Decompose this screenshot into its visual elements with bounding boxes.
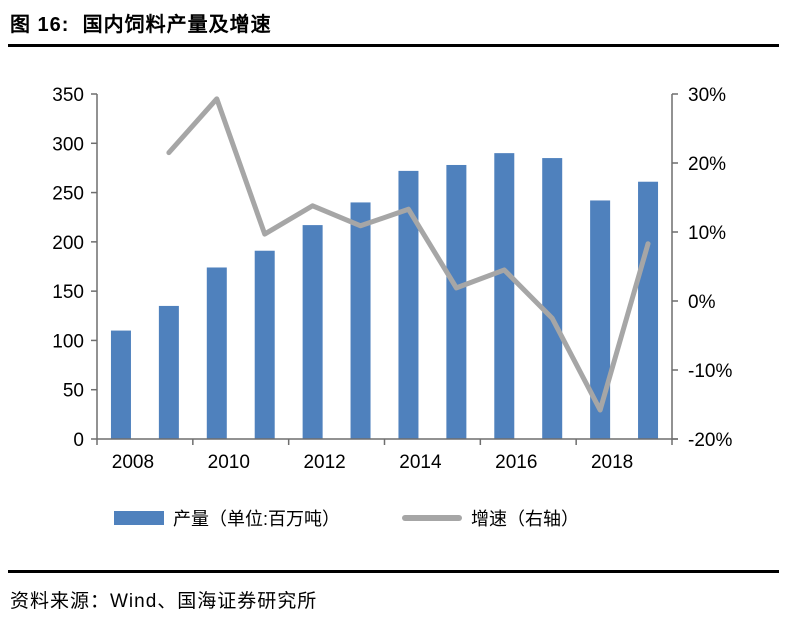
bar-2017 (542, 158, 563, 440)
x-tick-label: 2012 (303, 452, 345, 473)
chart-legend: 产量（单位:百万吨） 增速（右轴） (114, 505, 579, 531)
bar-2013 (350, 202, 371, 439)
x-tick-label: 2018 (591, 452, 633, 473)
y-left-tick-label: 0 (73, 430, 84, 451)
source-note: 资料来源：Wind、国海证券研究所 (10, 591, 318, 612)
bar-2016 (494, 153, 515, 439)
footer-divider (8, 570, 779, 573)
bar-2019 (638, 181, 659, 439)
x-tick-label: 2008 (112, 452, 154, 473)
bar-2015 (446, 164, 467, 439)
x-tick-label: 2010 (208, 452, 250, 473)
title-divider (8, 44, 779, 47)
legend-line-swatch (402, 515, 463, 521)
legend-line-label: 增速（右轴） (471, 509, 580, 529)
bar-2011 (254, 250, 275, 439)
bar-2008 (110, 330, 131, 439)
y-right-tick-label: 10% (688, 223, 726, 244)
y-right-tick-label: 30% (688, 85, 726, 106)
y-right-tick-label: -20% (688, 430, 732, 451)
legend-item-production: 产量（单位:百万吨） (114, 505, 340, 531)
y-left-tick-label: 350 (52, 85, 84, 106)
y-left-tick-label: 200 (52, 233, 84, 254)
x-tick-label: 2016 (495, 452, 537, 473)
growth-line (166, 96, 651, 413)
legend-item-growth: 增速（右轴） (402, 505, 579, 531)
bar-2010 (206, 267, 227, 439)
y-left-tick-label: 150 (52, 282, 84, 303)
bar-2009 (158, 305, 179, 439)
legend-bar-label: 产量（单位:百万吨） (173, 509, 341, 529)
bar-2012 (302, 225, 323, 439)
y-left-tick-label: 100 (52, 331, 84, 352)
y-right-tick-label: 20% (688, 154, 726, 175)
bar-2014 (398, 170, 419, 439)
y-right-tick-label: 0% (688, 292, 716, 313)
y-left-tick-label: 300 (52, 134, 84, 155)
legend-bar-swatch (114, 511, 164, 525)
x-tick-label: 2014 (399, 452, 442, 473)
y-left-tick-label: 250 (52, 184, 84, 205)
figure-title: 图 16: 国内饲料产量及增速 (10, 14, 272, 36)
y-right-tick-label: -10% (688, 361, 732, 382)
bar-2018 (590, 200, 611, 439)
y-left-tick-label: 50 (63, 381, 84, 402)
